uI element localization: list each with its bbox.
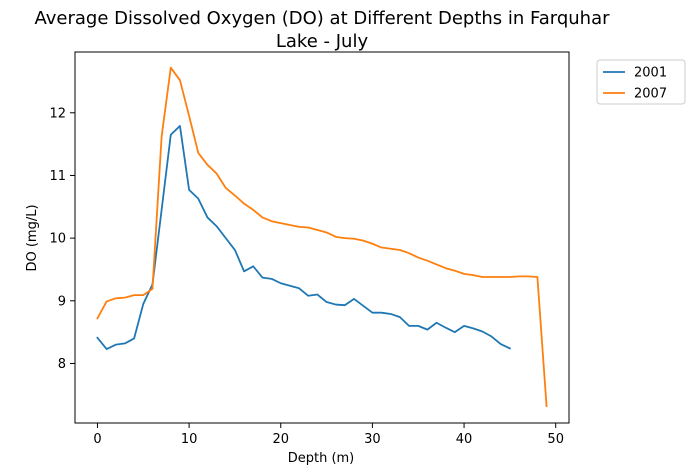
legend-label-2007: 2007	[634, 87, 667, 102]
legend-label-2001: 2001	[634, 66, 667, 81]
y-tick-label: 8	[58, 357, 66, 372]
y-tick-label: 12	[49, 106, 66, 121]
x-tick-label: 40	[456, 432, 473, 447]
y-axis-label: DO (mg/L)	[25, 204, 40, 271]
y-tick-label: 11	[49, 169, 66, 184]
series-line-2001	[96, 125, 512, 350]
x-tick-label: 30	[364, 432, 381, 447]
legend: 2001 2007	[596, 59, 686, 105]
x-tick-label: 0	[93, 432, 101, 447]
x-tick-label: 50	[547, 432, 564, 447]
chart-title-line-1: Average Dissolved Oxygen (DO) at Differe…	[35, 8, 611, 29]
axes-frame	[74, 51, 570, 424]
y-tick-label: 9	[58, 294, 66, 309]
x-tick-label: 20	[272, 432, 289, 447]
chart-title-line-2: Lake - July	[276, 31, 369, 52]
plot-area: 0 10 20 30 40 50 8 9 10 11 12	[49, 51, 570, 447]
x-axis-label: Depth (m)	[288, 451, 355, 466]
x-tick-label: 10	[181, 432, 198, 447]
y-tick-label: 10	[49, 232, 66, 247]
series-line-2007	[96, 66, 548, 408]
